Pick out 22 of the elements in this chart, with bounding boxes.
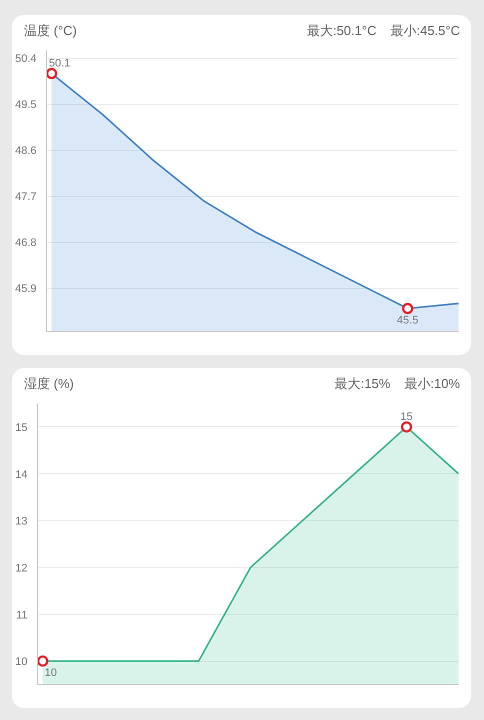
y-tick-label: 14 [15,468,28,481]
data-label: 50.1 [48,57,70,70]
y-tick-label: 50.4 [15,53,37,66]
y-tick-label: 11 [16,609,28,622]
y-tick-label: 48.6 [15,145,37,158]
chart-title: 湿度 (%) [24,375,74,394]
text: 最小:45.5°C [390,22,460,40]
y-tick-label: 12 [15,562,28,574]
y-tick-label: 15 [15,422,28,434]
data-label: 15 [400,410,413,423]
text: 最大:15% [334,375,390,394]
y-tick-label: 45.9 [15,283,37,296]
y-tick-label: 10 [15,656,28,668]
chart-title: 温度 (°C) [24,22,77,40]
y-tick-label: 13 [15,516,28,528]
y-tick-label: 49.5 [15,99,37,112]
y-tick-label: 47.7 [15,191,37,204]
data-label: 10 [44,667,57,680]
data-label: 45.5 [396,314,418,327]
text: 最大:50.1°C [306,22,376,40]
text: 最小:10% [404,375,460,394]
y-tick-label: 46.8 [15,237,37,250]
